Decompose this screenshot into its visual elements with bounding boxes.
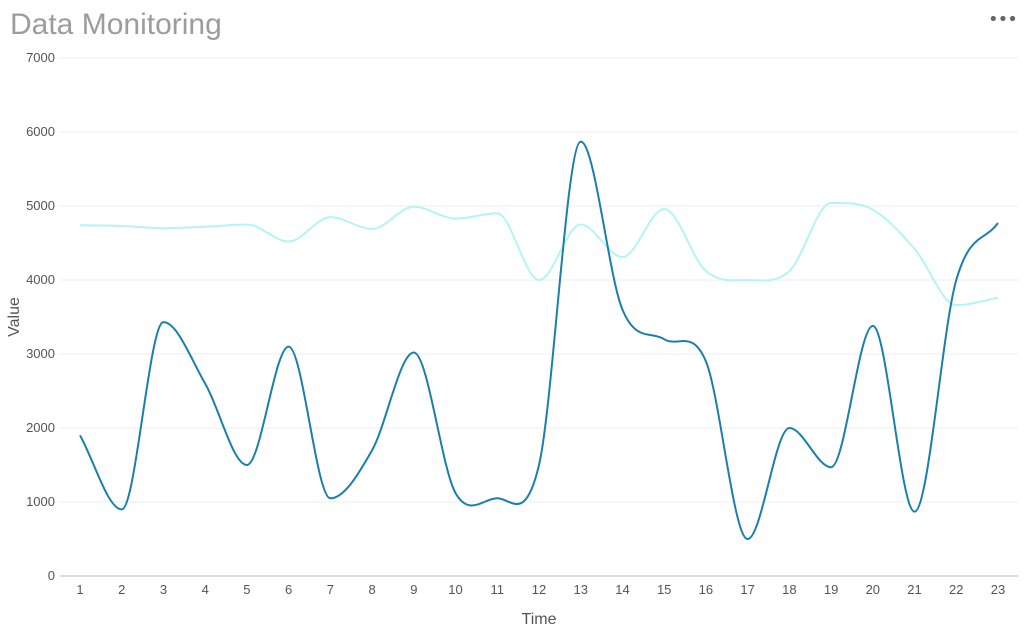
x-tick-label: 22 (949, 582, 963, 597)
x-tick-label: 6 (285, 582, 292, 597)
x-tick-label: 16 (699, 582, 713, 597)
series-line (79, 202, 999, 307)
y-tick-label: 6000 (26, 124, 55, 139)
x-tick-label: 13 (573, 582, 587, 597)
y-tick-label: 2000 (26, 420, 55, 435)
y-tick-label: 1000 (26, 494, 55, 509)
x-tick-label: 5 (243, 582, 250, 597)
x-tick-label: 4 (202, 582, 209, 597)
x-axis-ticks: 1 2 3 4 5 6 7 8 9 10 11 12 13 14 15 16 17 18 19 20 21 22 23 (76, 582, 1005, 597)
x-tick-label: 12 (532, 582, 546, 597)
x-tick-label: 19 (824, 582, 838, 597)
y-tick-label: 0 (48, 568, 55, 583)
x-tick-label: 7 (327, 582, 334, 597)
x-tick-label: 23 (991, 582, 1005, 597)
gridlines (60, 57, 1018, 503)
x-tick-label: 11 (491, 582, 505, 597)
y-tick-label: 4000 (26, 272, 55, 287)
x-tick-label: 14 (615, 582, 629, 597)
y-axis-title: Value (6, 297, 23, 337)
x-tick-label: 10 (448, 582, 462, 597)
x-tick-label: 18 (782, 582, 796, 597)
y-tick-label: 3000 (26, 346, 55, 361)
series-lines (79, 140, 999, 540)
x-tick-label: 20 (866, 582, 880, 597)
x-tick-label: 2 (118, 582, 125, 597)
x-tick-label: 21 (907, 582, 921, 597)
y-tick-label: 5000 (26, 198, 55, 213)
chart-title: Data Monitoring (10, 8, 222, 41)
y-axis-ticks: 0 1000 2000 3000 4000 5000 6000 7000 (26, 50, 55, 583)
x-tick-label: 9 (410, 582, 417, 597)
x-tick-label: 1 (76, 582, 83, 597)
x-tick-label: 8 (368, 582, 375, 597)
series-line (79, 140, 999, 540)
y-tick-label: 7000 (26, 50, 55, 65)
x-tick-label: 17 (740, 582, 754, 597)
x-tick-label: 3 (160, 582, 167, 597)
x-tick-label: 15 (657, 582, 671, 597)
x-axis-title: Time (522, 611, 557, 628)
